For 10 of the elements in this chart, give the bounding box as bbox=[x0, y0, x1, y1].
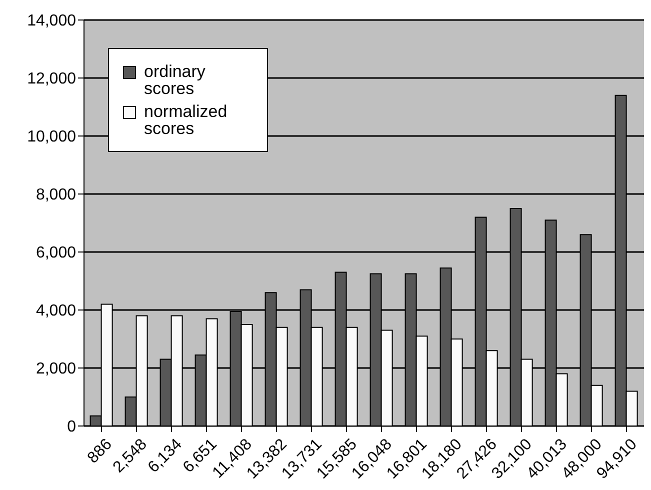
y-tick-label: 6,000 bbox=[36, 244, 76, 262]
legend-label: normalized scores bbox=[144, 102, 228, 138]
legend-label: ordinary scores bbox=[144, 62, 206, 98]
y-tick-label: 4,000 bbox=[36, 302, 76, 320]
y-tick-label: 12,000 bbox=[27, 70, 76, 88]
y-tick-label: 14,000 bbox=[27, 12, 76, 30]
y-tick-label: 2,000 bbox=[36, 360, 76, 378]
y-tick-label: 10,000 bbox=[27, 128, 76, 146]
y-tick-label: 8,000 bbox=[36, 186, 76, 204]
y-tick-label: 0 bbox=[67, 418, 76, 436]
